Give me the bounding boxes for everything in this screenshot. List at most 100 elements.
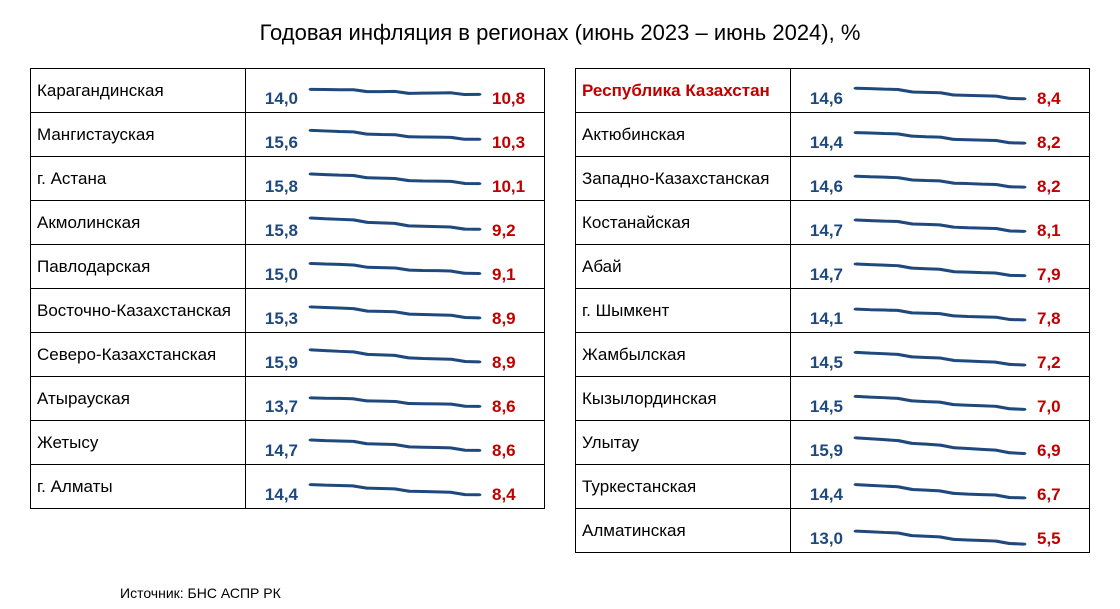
values-cell: 14,4 8,2: [791, 113, 1089, 156]
table-row: Актюбинская 14,4 8,2: [576, 113, 1089, 157]
start-value: 14,7: [256, 441, 298, 461]
values-cell: 13,0 5,5: [791, 509, 1089, 552]
end-value: 7,2: [1037, 353, 1079, 373]
sparkline: [304, 475, 486, 505]
region-name: Западно-Казахстанская: [576, 157, 791, 200]
values-cell: 15,9 6,9: [791, 421, 1089, 464]
end-value: 8,2: [1037, 133, 1079, 153]
start-value: 14,0: [256, 89, 298, 109]
start-value: 14,4: [801, 485, 843, 505]
sparkline: [849, 255, 1031, 285]
table-row: Жамбылская 14,5 7,2: [576, 333, 1089, 377]
start-value: 15,3: [256, 309, 298, 329]
region-name: Республика Казахстан: [576, 69, 791, 112]
sparkline: [304, 79, 486, 109]
sparkline: [849, 431, 1031, 461]
values-cell: 13,7 8,6: [246, 377, 544, 420]
sparkline: [304, 255, 486, 285]
end-value: 5,5: [1037, 529, 1079, 549]
end-value: 8,1: [1037, 221, 1079, 241]
end-value: 7,9: [1037, 265, 1079, 285]
sparkline: [849, 343, 1031, 373]
end-value: 10,8: [492, 89, 534, 109]
end-value: 10,3: [492, 133, 534, 153]
region-name: Улытау: [576, 421, 791, 464]
start-value: 15,9: [801, 441, 843, 461]
region-name: Кызылординская: [576, 377, 791, 420]
values-cell: 14,0 10,8: [246, 69, 544, 112]
region-name: Туркестанская: [576, 465, 791, 508]
left-column: Карагандинская 14,0 10,8 Мангистауская 15,6 1…: [30, 68, 545, 553]
values-cell: 15,3 8,9: [246, 289, 544, 332]
values-cell: 14,7 8,1: [791, 201, 1089, 244]
region-name: Павлодарская: [31, 245, 246, 288]
end-value: 6,7: [1037, 485, 1079, 505]
region-name: Актюбинская: [576, 113, 791, 156]
source-label: Источник: БНС АСПР РК: [120, 585, 281, 601]
region-name: Северо-Казахстанская: [31, 333, 246, 376]
end-value: 8,2: [1037, 177, 1079, 197]
start-value: 14,5: [801, 353, 843, 373]
sparkline: [304, 431, 486, 461]
values-cell: 14,6 8,4: [791, 69, 1089, 112]
start-value: 15,6: [256, 133, 298, 153]
start-value: 14,4: [801, 133, 843, 153]
region-name: Мангистауская: [31, 113, 246, 156]
columns-wrap: Карагандинская 14,0 10,8 Мангистауская 15,6 1…: [30, 68, 1090, 553]
sparkline: [849, 167, 1031, 197]
start-value: 15,8: [256, 177, 298, 197]
table-row: Абай 14,7 7,9: [576, 245, 1089, 289]
sparkline: [849, 387, 1031, 417]
start-value: 14,4: [256, 485, 298, 505]
table-row: Павлодарская15,09,1: [31, 245, 544, 289]
values-cell: 14,4 8,4: [246, 465, 544, 508]
table-row: Улытау 15,9 6,9: [576, 421, 1089, 465]
sparkline: [304, 387, 486, 417]
start-value: 13,7: [256, 397, 298, 417]
table-row: Костанайская 14,7 8,1: [576, 201, 1089, 245]
table-row: Мангистауская 15,6 10,3: [31, 113, 544, 157]
region-name: Жамбылская: [576, 333, 791, 376]
table-row: Карагандинская 14,0 10,8: [31, 69, 544, 113]
sparkline: [849, 79, 1031, 109]
sparkline: [849, 211, 1031, 241]
table-row: г. Астана15,810,1: [31, 157, 544, 201]
end-value: 7,0: [1037, 397, 1079, 417]
sparkline: [304, 167, 486, 197]
end-value: 7,8: [1037, 309, 1079, 329]
sparkline: [849, 123, 1031, 153]
region-name: Карагандинская: [31, 69, 246, 112]
start-value: 14,6: [801, 177, 843, 197]
sparkline: [304, 123, 486, 153]
end-value: 9,1: [492, 265, 534, 285]
sparkline: [849, 475, 1031, 505]
start-value: 13,0: [801, 529, 843, 549]
table-left: Карагандинская 14,0 10,8 Мангистауская 15,6 1…: [30, 68, 545, 509]
end-value: 8,4: [1037, 89, 1079, 109]
region-name: Абай: [576, 245, 791, 288]
table-row: Северо-Казахстанская15,98,9: [31, 333, 544, 377]
end-value: 8,4: [492, 485, 534, 505]
region-name: Костанайская: [576, 201, 791, 244]
end-value: 8,6: [492, 441, 534, 461]
start-value: 14,7: [801, 221, 843, 241]
end-value: 6,9: [1037, 441, 1079, 461]
start-value: 15,8: [256, 221, 298, 241]
start-value: 14,7: [801, 265, 843, 285]
chart-title: Годовая инфляция в регионах (июнь 2023 –…: [30, 20, 1090, 46]
values-cell: 15,8 9,2: [246, 201, 544, 244]
table-row: Алматинская13,05,5: [576, 509, 1089, 553]
end-value: 8,6: [492, 397, 534, 417]
values-cell: 15,810,1: [246, 157, 544, 200]
end-value: 9,2: [492, 221, 534, 241]
region-name: Восточно-Казахстанская: [31, 289, 246, 332]
end-value: 8,9: [492, 309, 534, 329]
region-name: Атырауская: [31, 377, 246, 420]
values-cell: 14,7 8,6: [246, 421, 544, 464]
region-name: г. Шымкент: [576, 289, 791, 332]
table-right: Республика Казахстан14,68,4Актюбинская14…: [575, 68, 1090, 553]
start-value: 14,6: [801, 89, 843, 109]
values-cell: 15,98,9: [246, 333, 544, 376]
sparkline: [849, 519, 1031, 549]
values-cell: 14,6 8,2: [791, 157, 1089, 200]
